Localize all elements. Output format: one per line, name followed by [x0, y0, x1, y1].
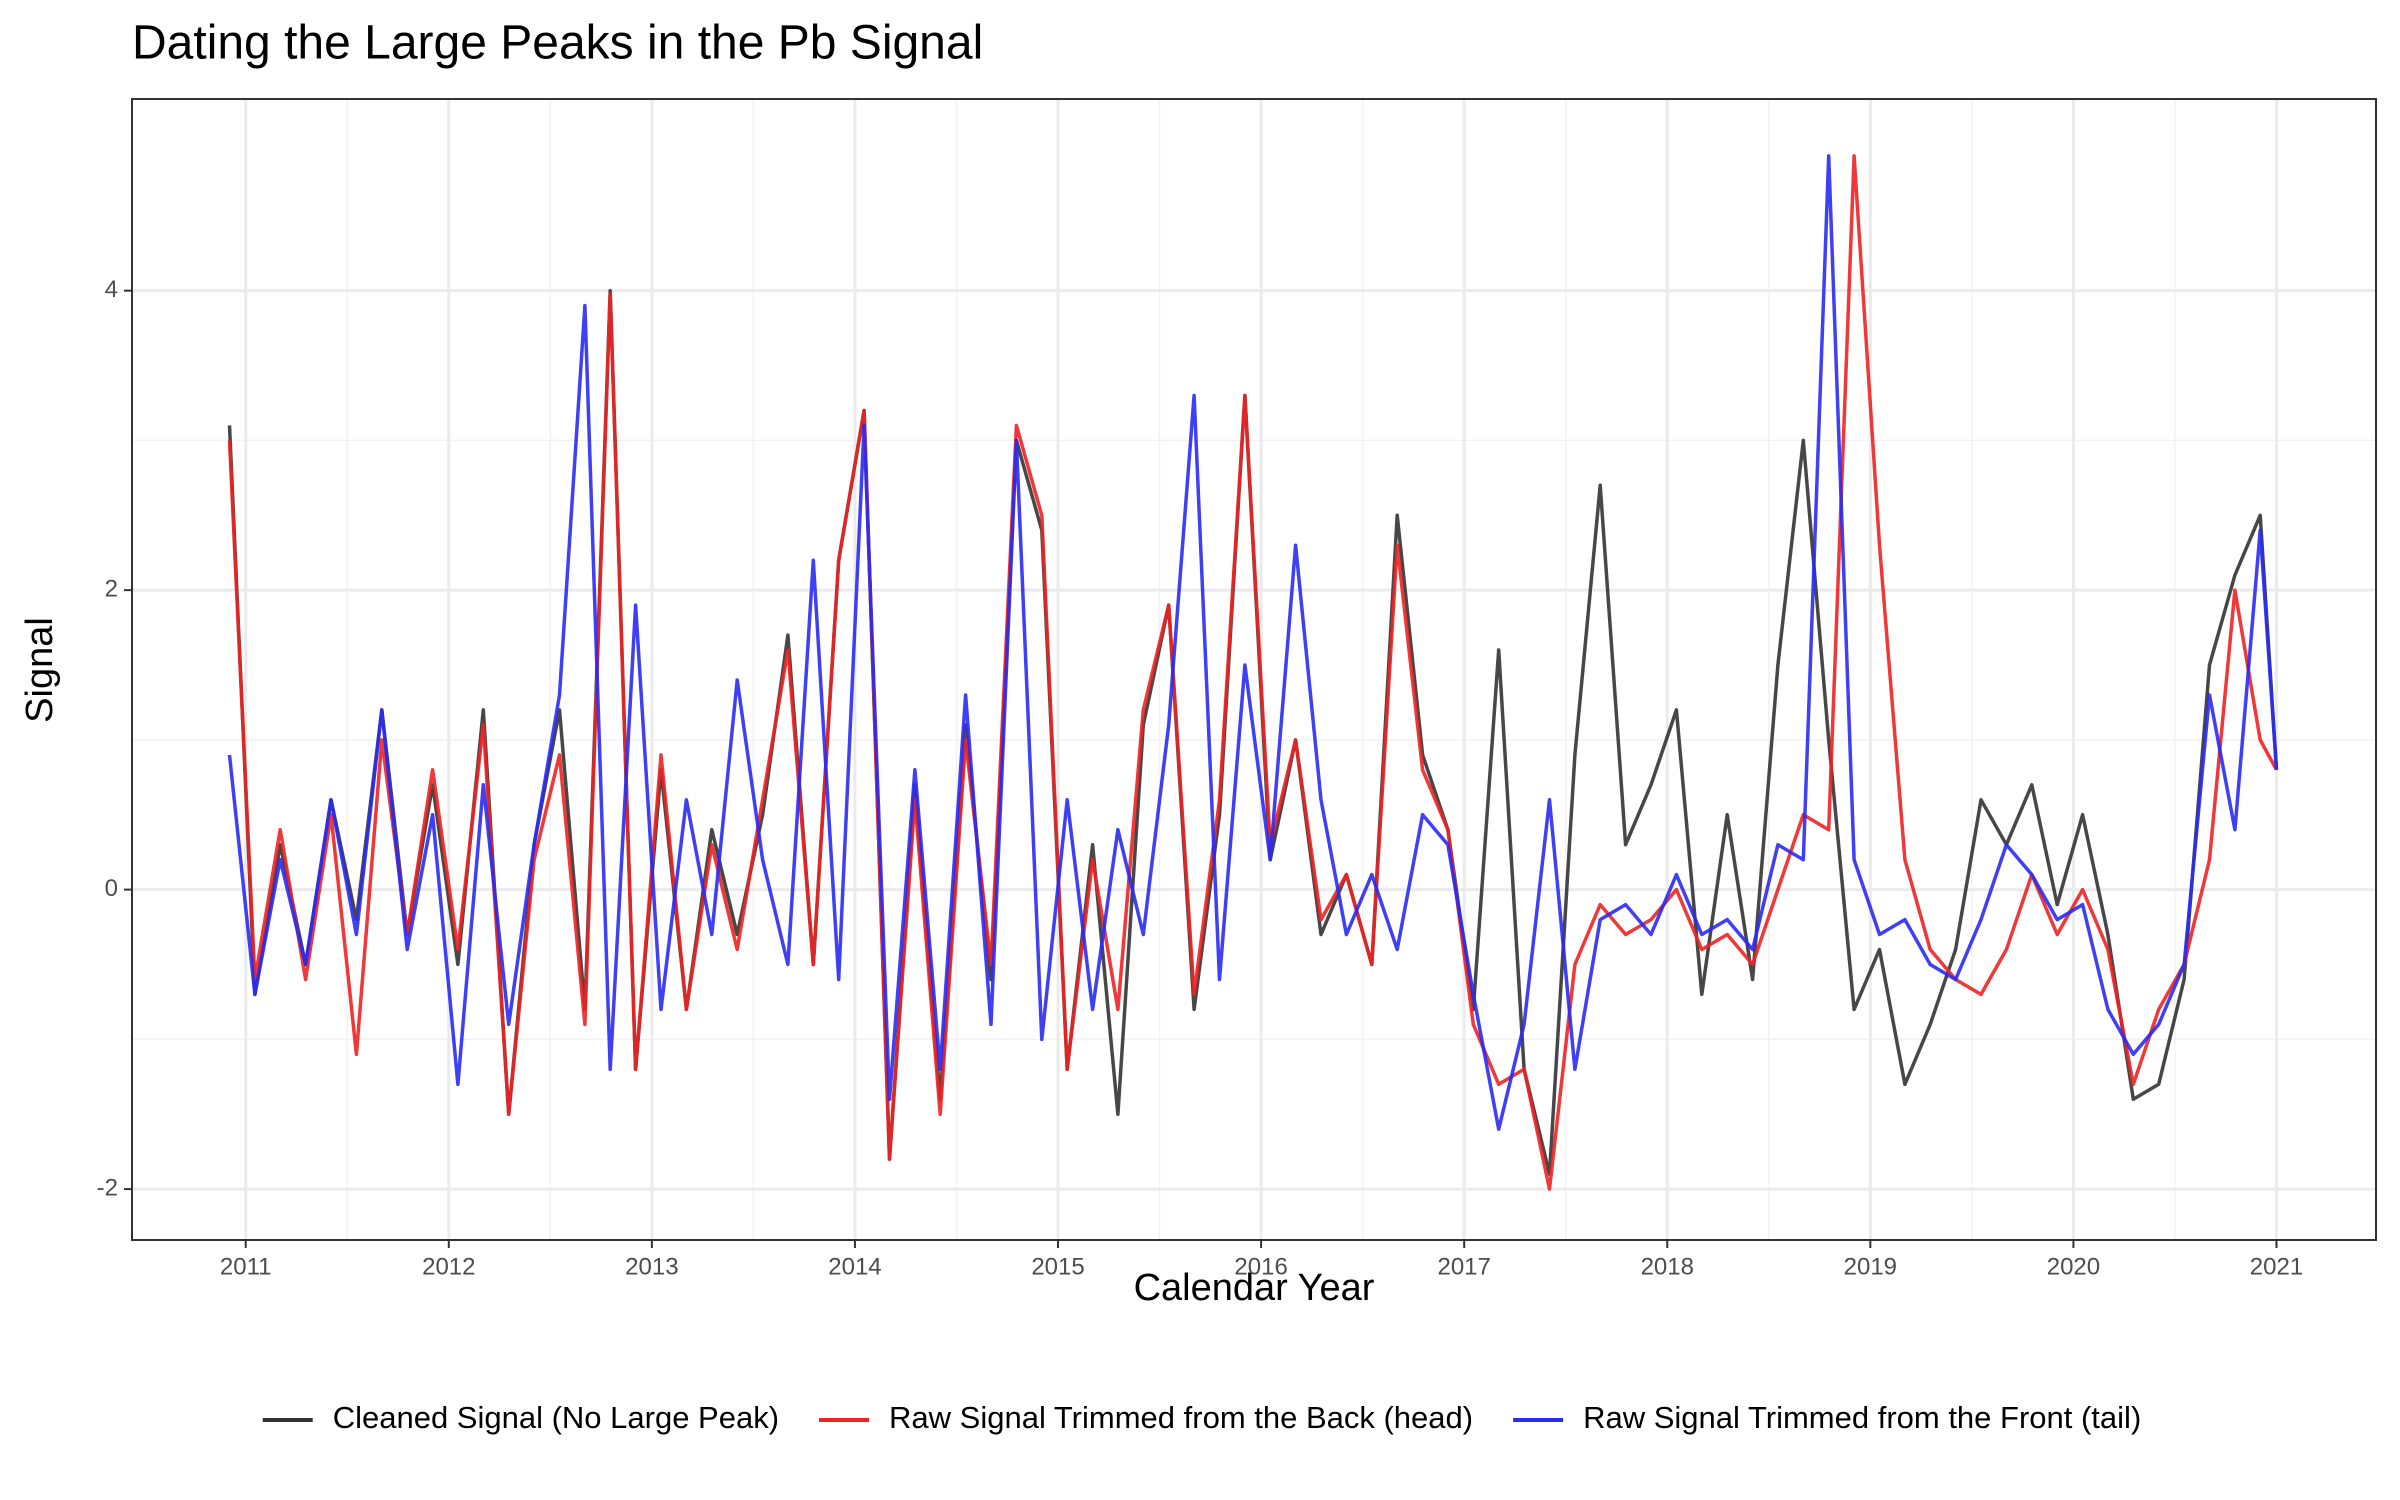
chart-title: Dating the Large Peaks in the Pb Signal: [132, 17, 983, 70]
x-tick-label: 2020: [2047, 1253, 2100, 1280]
x-tick-label: 2016: [1234, 1253, 1287, 1280]
y-tick-label: -2: [97, 1174, 118, 1201]
x-tick-label: 2017: [1437, 1253, 1490, 1280]
series-line: [227, 154, 2279, 1131]
y-tick-label: 2: [105, 575, 118, 602]
legend-label: Raw Signal Trimmed from the Front (tail): [1583, 1400, 2141, 1435]
grid: [132, 99, 2376, 1240]
x-tick-label: 2014: [828, 1253, 881, 1280]
x-tick-label: 2018: [1641, 1253, 1694, 1280]
x-tick-label: 2019: [1844, 1253, 1897, 1280]
y-tick-label: 0: [105, 875, 118, 902]
x-tick-label: 2012: [422, 1253, 475, 1280]
y-tick-label: 4: [105, 276, 118, 303]
legend-label: Cleaned Signal (No Large Peak): [333, 1400, 779, 1435]
x-tick-label: 2011: [220, 1253, 272, 1280]
x-tick-label: 2015: [1031, 1253, 1084, 1280]
x-tick-label: 2013: [625, 1253, 678, 1280]
legend: Cleaned Signal (No Large Peak) Raw Signal…: [262, 1400, 2141, 1435]
legend-label: Raw Signal Trimmed from the Back (head): [889, 1400, 1473, 1435]
series-line: [227, 154, 2279, 1191]
x-axis-title: Calendar Year: [1134, 1267, 1375, 1309]
x-tick-label: 2021: [2250, 1253, 2303, 1280]
plot-border: [131, 98, 2377, 1241]
y-axis-title: Signal: [19, 617, 61, 723]
